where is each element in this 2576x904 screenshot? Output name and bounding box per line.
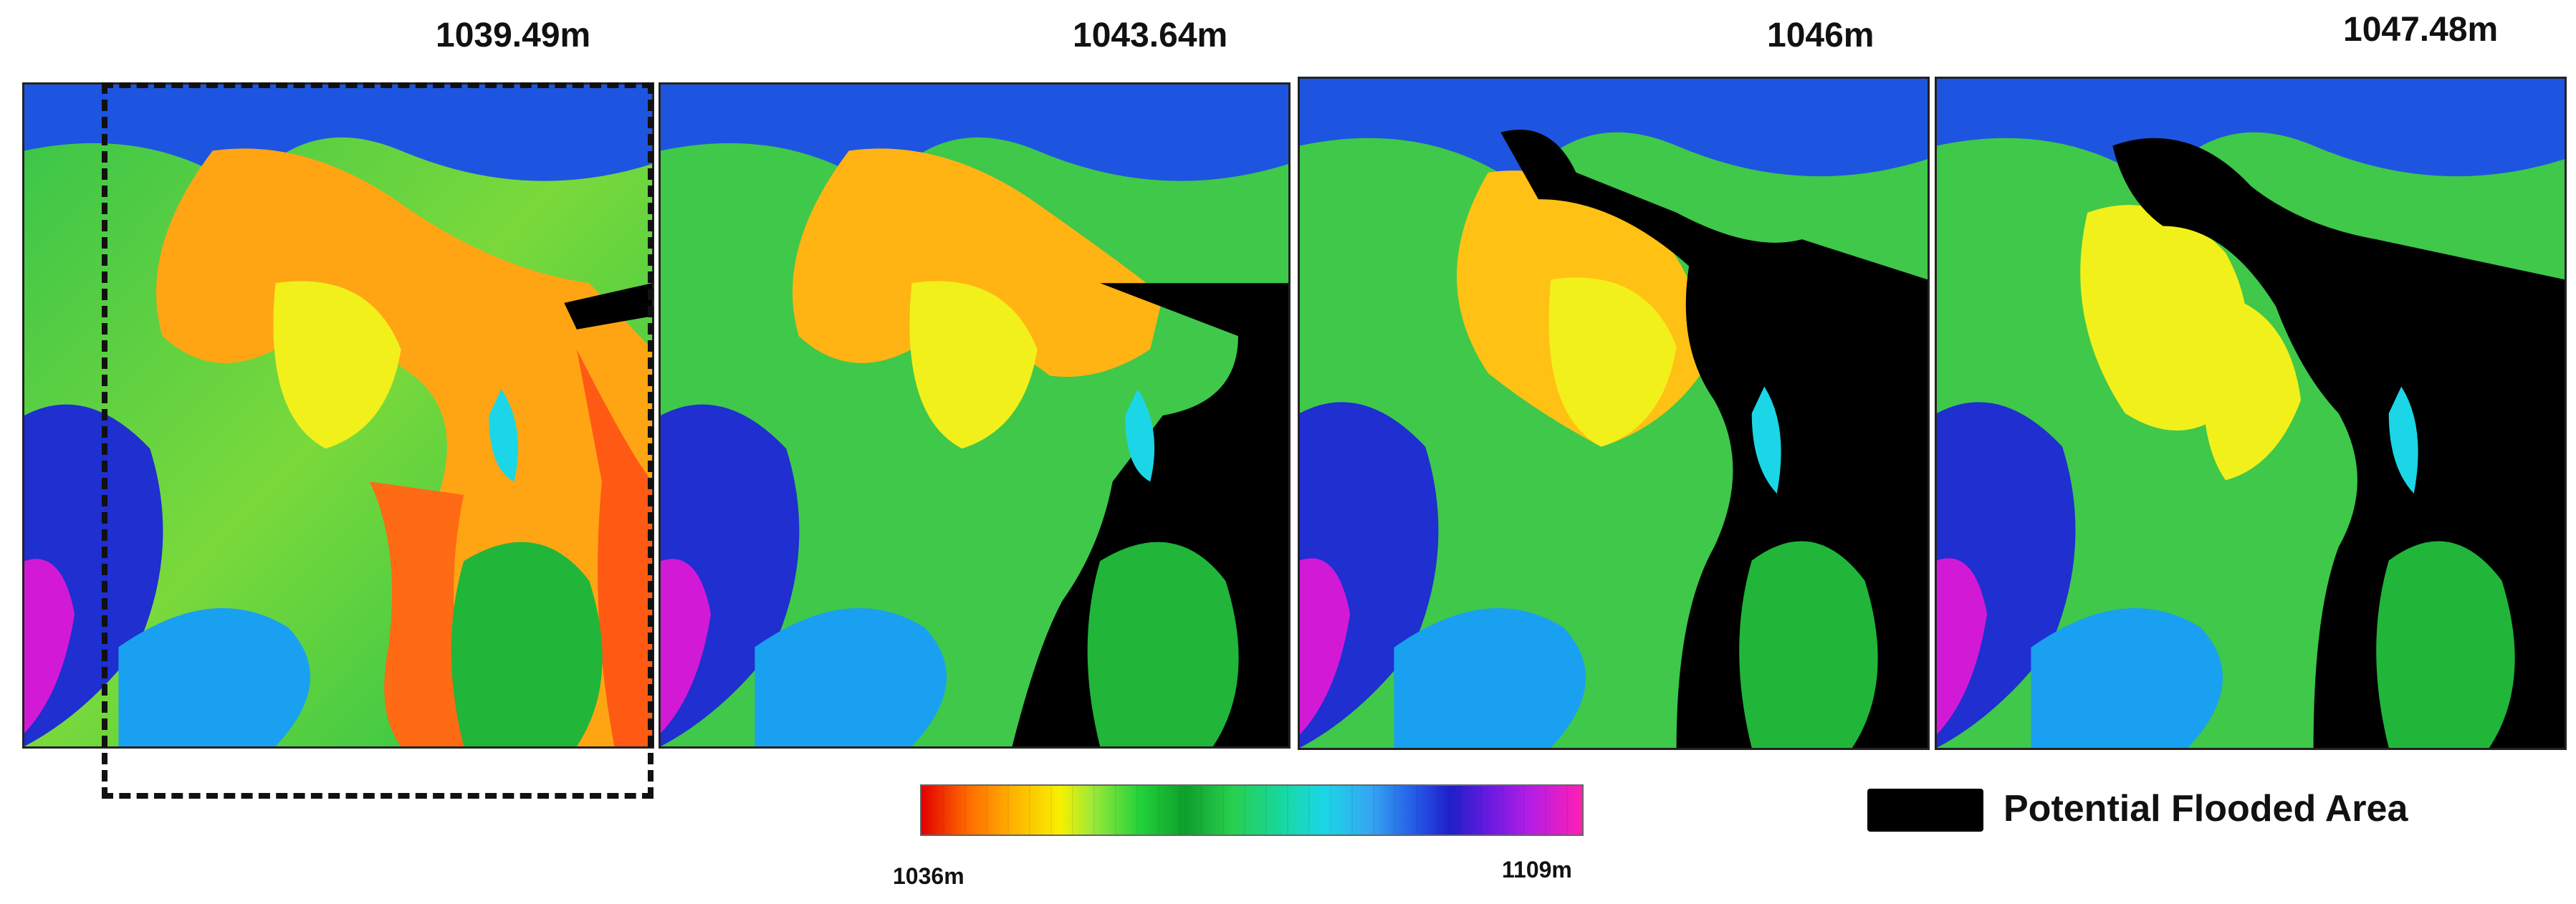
panel-title-4: 1047.48m [2343, 11, 2499, 49]
elevation-map-4-graphic [1937, 79, 2565, 748]
elevation-map-4 [1935, 77, 2567, 750]
elevation-map-3-graphic [1300, 79, 1928, 748]
elevation-map-1 [22, 82, 654, 749]
elevation-map-1-graphic [24, 85, 652, 746]
panel-title-1: 1039.49m [436, 16, 591, 54]
colorbar-min-label: 1036m [893, 863, 964, 889]
colorbar-max-label: 1109m [1502, 857, 1572, 883]
region-of-interest-box [102, 82, 653, 799]
elevation-map-3 [1298, 77, 1930, 750]
panel-title-3: 1046m [1767, 16, 1874, 54]
panel-title-2: 1043.64m [1073, 16, 1228, 54]
elevation-colorbar [920, 784, 1584, 836]
flooded-area-swatch [1867, 789, 1983, 832]
colorbar-gradient [921, 786, 1582, 835]
elevation-map-2-graphic [661, 85, 1288, 746]
flooded-area-label: Potential Flooded Area [2003, 788, 2408, 830]
elevation-map-2 [659, 82, 1291, 749]
